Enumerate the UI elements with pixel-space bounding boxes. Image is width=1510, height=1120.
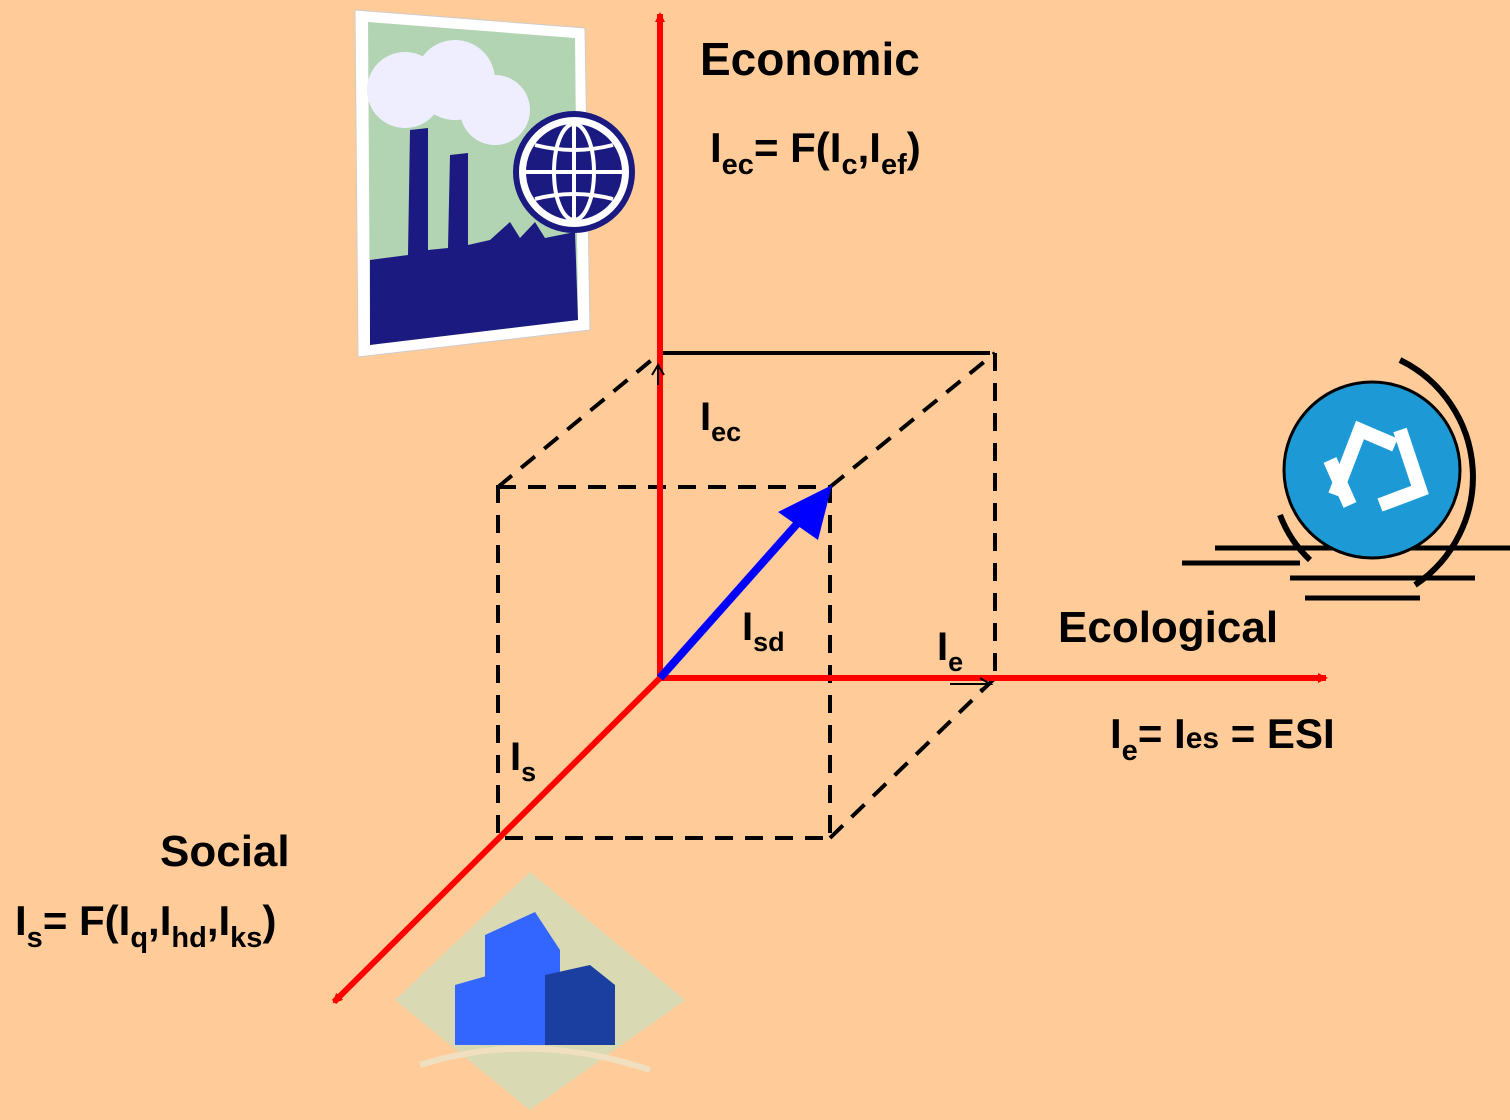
label-subscript: ec [711, 417, 741, 447]
label-text: I [510, 735, 521, 779]
label-subscript: s [27, 922, 43, 954]
label-text: I [742, 605, 753, 649]
label: Ecological [1058, 603, 1278, 652]
label-text: ,I [207, 897, 230, 944]
label-subscript: es [1186, 722, 1219, 755]
label-text: Social [160, 827, 290, 876]
label-text: I [1110, 710, 1122, 757]
diagram: EconomicIec= F(Ic,Ief)IecIsdIeEcological… [0, 0, 1510, 1115]
label-text: = F(I [43, 897, 131, 944]
label-text: I [710, 124, 722, 171]
label-text: ,I [148, 897, 171, 944]
label-text: I [15, 897, 27, 944]
label-subscript: hd [171, 922, 206, 954]
label-subscript: q [130, 922, 148, 954]
label-subscript: s [521, 757, 536, 787]
label-text: = I [1138, 710, 1186, 757]
label-subscript: ks [230, 922, 262, 954]
label-text: Ecological [1058, 603, 1278, 652]
label-subscript: e [1122, 735, 1138, 767]
label-text: Economic [700, 33, 920, 85]
label-subscript: ef [881, 149, 907, 181]
label-subscript: ec [722, 149, 754, 181]
label: Economic [700, 33, 920, 85]
label-text: = F(I [754, 124, 842, 171]
label: Social [160, 827, 290, 876]
label-subscript: c [841, 149, 857, 181]
label-subscript: e [948, 647, 963, 677]
label-subscript: sd [753, 627, 785, 657]
label-text: I [937, 625, 948, 669]
label-text: ) [262, 897, 276, 944]
label-text: = ESI [1219, 710, 1335, 757]
label-text: ,I [858, 124, 881, 171]
label-text: I [700, 395, 711, 439]
label-text: ) [907, 124, 921, 171]
